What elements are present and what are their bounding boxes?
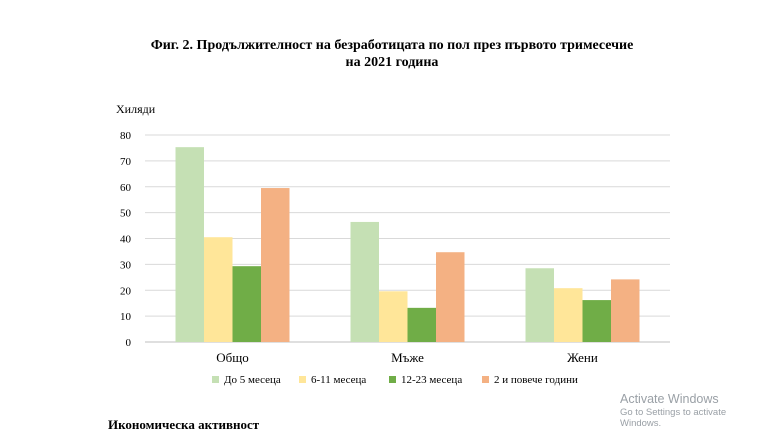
bar xyxy=(525,268,554,342)
bar xyxy=(379,291,408,342)
chart-title-line2: на 2021 година xyxy=(345,55,439,70)
y-tick-label: 30 xyxy=(120,259,132,271)
y-tick-label: 0 xyxy=(126,337,132,349)
bar xyxy=(204,237,233,342)
y-tick-label: 80 xyxy=(120,130,132,142)
x-tick-labels: Общо Мъже Жени xyxy=(216,350,598,365)
y-tick-label: 50 xyxy=(120,208,132,220)
y-tick-labels: 0 10 20 30 40 50 60 70 80 xyxy=(120,130,132,349)
legend-label: 6-11 месеца xyxy=(311,374,366,386)
bar xyxy=(261,188,290,342)
y-axis-label: Хиляди xyxy=(116,102,156,116)
legend-swatch xyxy=(389,376,396,383)
legend-swatch xyxy=(482,376,489,383)
legend-label: 12-23 месеца xyxy=(401,374,462,386)
y-tick-label: 70 xyxy=(120,156,132,168)
y-tick-label: 10 xyxy=(120,311,132,323)
bar xyxy=(232,266,261,342)
bar xyxy=(611,279,640,342)
legend-label: До 5 месеца xyxy=(224,374,281,386)
bar xyxy=(175,147,204,342)
y-tick-label: 20 xyxy=(120,285,132,297)
bar xyxy=(350,221,379,342)
x-tick-label: Жени xyxy=(567,350,598,365)
legend: До 5 месеца 6-11 месеца 12-23 месеца 2 и по… xyxy=(212,374,578,386)
chart-title-line1: Фиг. 2. Продължителност на безработицата… xyxy=(150,38,634,53)
legend-swatch xyxy=(299,376,306,383)
y-tick-label: 60 xyxy=(120,182,132,194)
x-tick-label: Общо xyxy=(216,350,249,365)
bar xyxy=(436,252,465,342)
bar-chart: Хиляди 0 10 20 30 40 50 60 70 80 Общо Мъже Жени До… xyxy=(116,102,670,386)
legend-label: 2 и повече години xyxy=(494,374,578,386)
bar xyxy=(407,307,436,342)
activate-windows-hint: Go to Settings to activate Windows. xyxy=(620,407,727,429)
x-tick-label: Мъже xyxy=(391,350,424,365)
bars xyxy=(175,147,640,342)
bar xyxy=(582,300,611,342)
activate-windows-watermark: Activate Windows xyxy=(620,392,719,406)
bar xyxy=(554,288,583,342)
legend-swatch xyxy=(212,376,219,383)
y-tick-label: 40 xyxy=(120,234,132,246)
next-section-heading: Икономическа активност xyxy=(108,417,260,432)
